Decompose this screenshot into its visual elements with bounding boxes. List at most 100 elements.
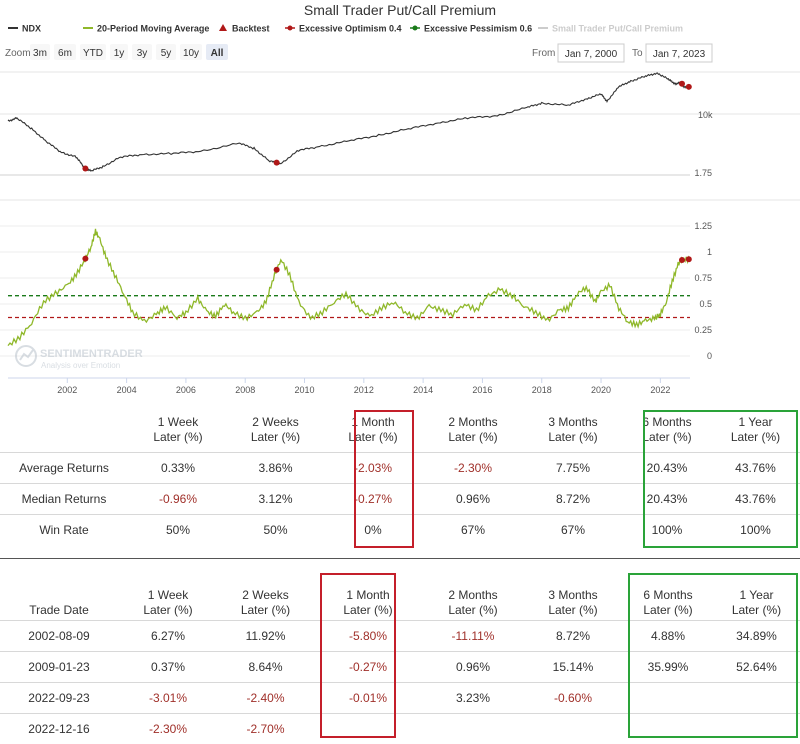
trade-date: 2009-01-23 [0,652,118,683]
summary-cell: 67% [423,515,523,546]
header-line-1: 6 Months [623,588,713,603]
summary-cell: 0% [323,515,423,546]
trades-cell: -0.27% [313,652,423,683]
y-tick-label: 1.75 [694,168,712,178]
zoom-button-5y[interactable]: 5y [156,44,176,60]
header-line-2: Later (%) [523,603,623,618]
zoom-button-label: 6m [58,48,72,59]
header-line-1: 1 Month [313,588,423,603]
summary-row: Median Returns-0.96%3.12%-0.27%0.96%8.72… [0,484,800,515]
trades-cell: 8.64% [218,652,313,683]
trades-cell [313,714,423,744]
legend-item[interactable]: Backtest [219,24,270,34]
y-tick-label: 1 [707,247,712,257]
trades-cell: -3.01% [118,683,218,714]
x-tick-label: 2014 [413,385,433,395]
legend-dot-icon [288,26,293,31]
zoom-button-3y[interactable]: 3y [132,44,152,60]
legend-item[interactable]: Small Trader Put/Call Premium [538,24,683,34]
legend-triangle-icon [219,24,227,31]
range-from-value: Jan 7, 2000 [565,49,618,60]
header-line-2: Later (%) [323,430,423,445]
x-tick-label: 2008 [235,385,255,395]
summary-cell: 20.43% [623,453,711,484]
legend-item[interactable]: 20-Period Moving Average [83,24,209,34]
header-line-1: 1 Week [128,415,228,430]
legend-item[interactable]: Excessive Pessimism 0.6 [410,24,532,34]
zoom-button-label: 5y [161,48,172,59]
summary-header-blank [0,408,128,453]
x-tick-label: 2022 [650,385,670,395]
trade-date: 2022-09-23 [0,683,118,714]
range-to-value: Jan 7, 2023 [653,49,706,60]
trades-cell [713,714,800,744]
trade-date: 2022-12-16 [0,714,118,744]
legend-item[interactable]: Excessive Optimism 0.4 [285,24,402,34]
summary-cell: 3.86% [228,453,323,484]
header-line-1: 3 Months [523,415,623,430]
trades-cell [623,714,713,744]
header-line-2: Later (%) [423,430,523,445]
backtest-marker-ndx [274,160,280,166]
trades-cell: 3.23% [423,683,523,714]
chart-title: Small Trader Put/Call Premium [304,2,496,18]
zoom-button-10y[interactable]: 10y [180,44,202,60]
trade-date: 2002-08-09 [0,621,118,652]
y-tick-label: 0.5 [699,299,712,309]
backtest-marker-ndx [686,84,692,90]
header-line-1: 1 Month [323,415,423,430]
summary-row-label: Average Returns [0,453,128,484]
zoom-button-label: 1y [114,48,125,59]
trades-cell [423,714,523,744]
header-line-2: Later (%) [128,430,228,445]
trades-cell: -11.11% [423,621,523,652]
trades-cell: 35.99% [623,652,713,683]
indicator-line [8,229,690,346]
trades-row: 2022-12-16-2.30%-2.70% [0,714,800,744]
header-line-1: 1 Week [118,588,218,603]
zoom-button-ytd[interactable]: YTD [80,44,106,60]
summary-cell: 7.75% [523,453,623,484]
trades-cell: -0.60% [523,683,623,714]
zoom-button-all[interactable]: All [206,44,228,60]
summary-cell: -0.96% [128,484,228,515]
header-line-2: Later (%) [228,430,323,445]
trades-cell: 8.72% [523,621,623,652]
legend-label: 20-Period Moving Average [97,24,209,34]
zoom-button-3m[interactable]: 3m [30,44,50,60]
header-line-2: Later (%) [623,430,711,445]
trades-cell: 15.14% [523,652,623,683]
x-tick-label: 2018 [532,385,552,395]
summary-cell: 50% [228,515,323,546]
trades-cell: 52.64% [713,652,800,683]
header-line-2: Later (%) [118,603,218,618]
trades-cell: 6.27% [118,621,218,652]
trades-cell [623,683,713,714]
header-line-1: 6 Months [623,415,711,430]
header-line-1: 1 Year [713,588,800,603]
header-line-2: Later (%) [313,603,423,618]
header-line-2: Later (%) [623,603,713,618]
header-line-1: 1 Year [711,415,800,430]
legend-item[interactable]: NDX [8,24,41,34]
trades-cell: -0.01% [313,683,423,714]
zoom-button-6m[interactable]: 6m [54,44,76,60]
x-tick-label: 2010 [295,385,315,395]
zoom-button-1y[interactable]: 1y [110,44,128,60]
summary-cell: 50% [128,515,228,546]
summary-cell: 0.33% [128,453,228,484]
ndx-series: 10k [8,73,713,171]
trades-cell: -5.80% [313,621,423,652]
